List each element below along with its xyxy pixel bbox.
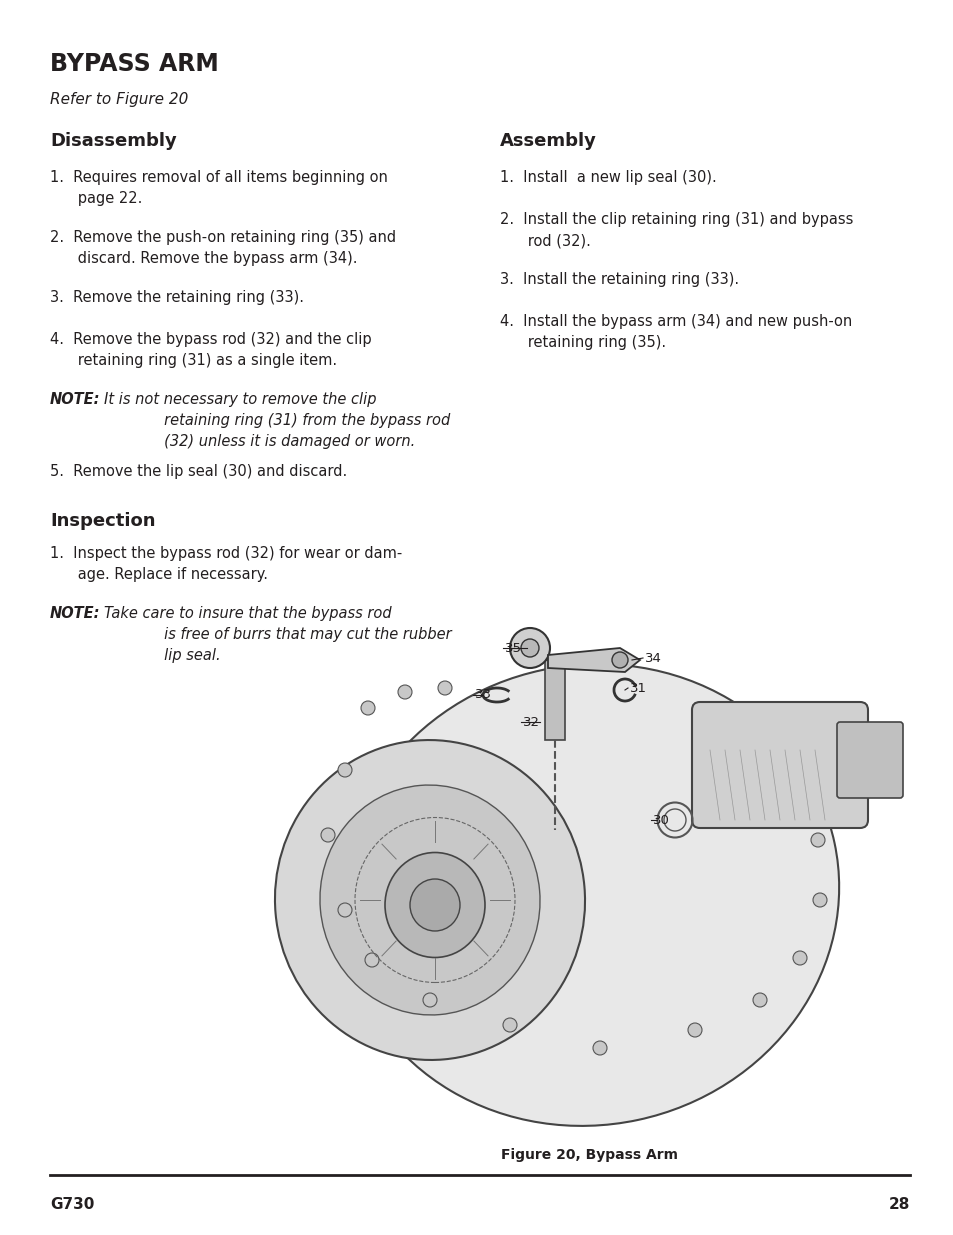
FancyBboxPatch shape bbox=[691, 701, 867, 827]
Text: 3.  Install the retaining ring (33).: 3. Install the retaining ring (33). bbox=[499, 272, 739, 287]
Text: Figure 20, Bypass Arm: Figure 20, Bypass Arm bbox=[501, 1149, 678, 1162]
Circle shape bbox=[337, 763, 352, 777]
Circle shape bbox=[502, 1018, 517, 1032]
Circle shape bbox=[810, 832, 824, 847]
Text: 34: 34 bbox=[644, 652, 661, 664]
Ellipse shape bbox=[410, 879, 459, 931]
Text: NOTE:: NOTE: bbox=[50, 606, 100, 621]
Circle shape bbox=[437, 680, 452, 695]
Circle shape bbox=[687, 1023, 701, 1037]
Circle shape bbox=[792, 951, 806, 965]
Text: 4.  Remove the bypass rod (32) and the clip
      retaining ring (31) as a singl: 4. Remove the bypass rod (32) and the cl… bbox=[50, 332, 372, 368]
Circle shape bbox=[812, 893, 826, 906]
Ellipse shape bbox=[340, 664, 839, 1126]
Text: BYPASS ARM: BYPASS ARM bbox=[50, 52, 218, 77]
Circle shape bbox=[360, 701, 375, 715]
Circle shape bbox=[520, 638, 538, 657]
Text: Disassembly: Disassembly bbox=[50, 132, 176, 149]
FancyBboxPatch shape bbox=[836, 722, 902, 798]
Text: 30: 30 bbox=[652, 814, 669, 826]
Circle shape bbox=[365, 953, 378, 967]
Circle shape bbox=[422, 993, 436, 1007]
Text: 35: 35 bbox=[504, 641, 521, 655]
Text: 3.  Remove the retaining ring (33).: 3. Remove the retaining ring (33). bbox=[50, 290, 304, 305]
Circle shape bbox=[612, 652, 627, 668]
Text: 1.  Install  a new lip seal (30).: 1. Install a new lip seal (30). bbox=[499, 170, 716, 185]
Text: 33: 33 bbox=[475, 688, 492, 701]
Text: 31: 31 bbox=[629, 682, 646, 694]
Circle shape bbox=[593, 1041, 606, 1055]
Circle shape bbox=[752, 993, 766, 1007]
Text: 5.  Remove the lip seal (30) and discard.: 5. Remove the lip seal (30) and discard. bbox=[50, 464, 347, 479]
Ellipse shape bbox=[274, 740, 584, 1060]
Text: 2.  Install the clip retaining ring (31) and bypass
      rod (32).: 2. Install the clip retaining ring (31) … bbox=[499, 212, 853, 248]
Polygon shape bbox=[547, 648, 639, 672]
Text: 1.  Requires removal of all items beginning on
      page 22.: 1. Requires removal of all items beginni… bbox=[50, 170, 388, 206]
Text: Inspection: Inspection bbox=[50, 513, 155, 530]
Text: 2.  Remove the push-on retaining ring (35) and
      discard. Remove the bypass : 2. Remove the push-on retaining ring (35… bbox=[50, 230, 395, 266]
Text: 1.  Inspect the bypass rod (32) for wear or dam-
      age. Replace if necessary: 1. Inspect the bypass rod (32) for wear … bbox=[50, 546, 402, 582]
Text: G730: G730 bbox=[50, 1197, 94, 1212]
Circle shape bbox=[510, 629, 550, 668]
Circle shape bbox=[397, 685, 412, 699]
Bar bbox=[544, 659, 564, 740]
Text: Take care to insure that the bypass rod
             is free of burrs that may c: Take care to insure that the bypass rod … bbox=[104, 606, 451, 663]
Text: 28: 28 bbox=[887, 1197, 909, 1212]
Text: 32: 32 bbox=[522, 715, 539, 729]
Ellipse shape bbox=[319, 785, 539, 1015]
Circle shape bbox=[320, 827, 335, 842]
Text: Assembly: Assembly bbox=[499, 132, 597, 149]
Text: 4.  Install the bypass arm (34) and new push-on
      retaining ring (35).: 4. Install the bypass arm (34) and new p… bbox=[499, 314, 851, 350]
Text: It is not necessary to remove the clip
             retaining ring (31) from the: It is not necessary to remove the clip r… bbox=[104, 391, 450, 450]
Text: Refer to Figure 20: Refer to Figure 20 bbox=[50, 91, 188, 107]
Circle shape bbox=[337, 903, 352, 918]
Text: NOTE:: NOTE: bbox=[50, 391, 100, 408]
Ellipse shape bbox=[385, 852, 484, 957]
